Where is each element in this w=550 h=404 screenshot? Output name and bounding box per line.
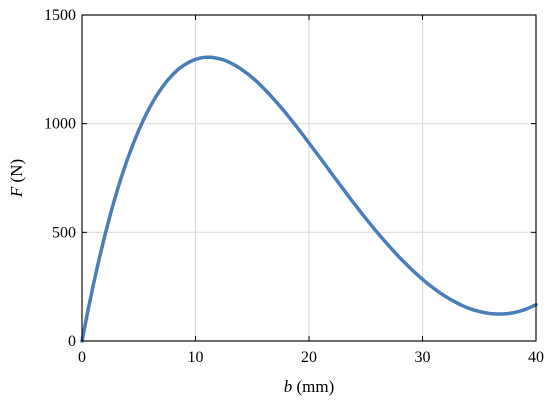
y-tick-label: 0: [68, 333, 76, 350]
grid: [82, 15, 536, 341]
y-axis-unit: (N): [7, 159, 26, 187]
x-axis-unit: (mm): [292, 377, 334, 396]
x-axis-variable: b: [284, 377, 293, 396]
x-tick-label: 40: [528, 349, 544, 366]
y-tick-label: 500: [52, 224, 76, 241]
y-tick-label: 1500: [44, 7, 76, 24]
x-axis-label: b (mm): [284, 377, 335, 396]
y-axis-label: F (N): [7, 159, 26, 198]
x-tick-label: 20: [301, 349, 317, 366]
x-tick-label: 30: [415, 349, 431, 366]
x-tick-label: 0: [78, 349, 86, 366]
y-tick-label: 1000: [44, 116, 76, 133]
x-tick-label: 10: [188, 349, 204, 366]
y-axis-variable: F: [7, 186, 26, 198]
